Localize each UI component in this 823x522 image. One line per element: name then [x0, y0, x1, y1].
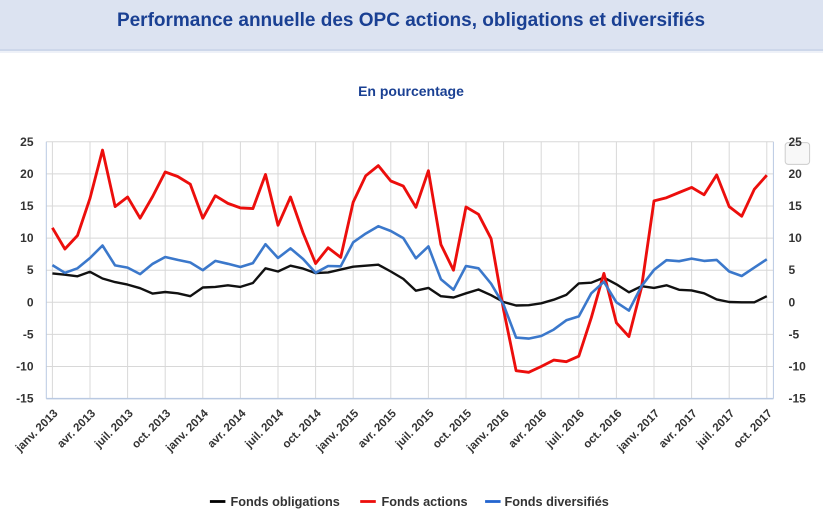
svg-text:Performance annuelle des OPC a: Performance annuelle des OPC actions, ob…: [117, 10, 705, 31]
svg-text:10: 10: [789, 231, 803, 245]
svg-text:5: 5: [789, 263, 796, 277]
svg-text:avr. 2016: avr. 2016: [506, 408, 549, 451]
svg-text:10: 10: [20, 231, 34, 245]
svg-text:avr. 2013: avr. 2013: [55, 408, 98, 451]
svg-text:15: 15: [789, 199, 803, 213]
svg-text:juil. 2016: juil. 2016: [543, 408, 587, 452]
svg-text:Fonds obligations: Fonds obligations: [231, 495, 340, 509]
svg-text:juil. 2014: juil. 2014: [243, 407, 287, 451]
svg-text:juil. 2015: juil. 2015: [393, 407, 437, 451]
svg-text:En pourcentage: En pourcentage: [358, 83, 464, 99]
svg-text:-5: -5: [23, 327, 34, 341]
svg-text:-10: -10: [16, 360, 34, 374]
svg-text:5: 5: [27, 263, 34, 277]
svg-text:0: 0: [789, 295, 796, 309]
svg-text:oct. 2017: oct. 2017: [732, 408, 775, 451]
svg-text:Fonds actions: Fonds actions: [382, 495, 468, 509]
svg-text:janv. 2013: janv. 2013: [13, 408, 60, 455]
svg-text:avr. 2017: avr. 2017: [657, 408, 700, 451]
svg-text:0: 0: [27, 295, 34, 309]
svg-text:20: 20: [20, 167, 34, 181]
svg-text:juil. 2017: juil. 2017: [694, 408, 738, 452]
svg-text:-15: -15: [16, 392, 34, 406]
svg-text:juil. 2013: juil. 2013: [92, 408, 136, 452]
svg-text:20: 20: [789, 167, 803, 181]
svg-text:avr. 2014: avr. 2014: [206, 407, 249, 450]
svg-text:-5: -5: [789, 327, 800, 341]
svg-text:-15: -15: [789, 392, 807, 406]
svg-text:-10: -10: [789, 360, 807, 374]
svg-text:25: 25: [789, 135, 803, 149]
svg-text:Fonds diversifiés: Fonds diversifiés: [505, 495, 609, 509]
svg-text:15: 15: [20, 199, 34, 213]
svg-text:avr. 2015: avr. 2015: [356, 407, 399, 450]
svg-text:25: 25: [20, 135, 34, 149]
